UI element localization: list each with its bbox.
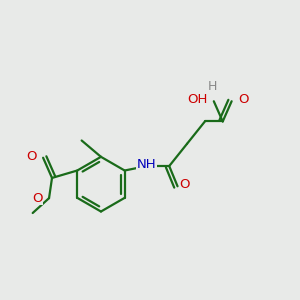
Text: H: H (208, 80, 217, 93)
Text: NH: NH (137, 158, 157, 171)
Text: O: O (238, 93, 249, 106)
Text: O: O (26, 150, 37, 163)
Text: O: O (32, 192, 43, 205)
Text: OH: OH (187, 93, 207, 106)
Text: O: O (180, 178, 190, 191)
